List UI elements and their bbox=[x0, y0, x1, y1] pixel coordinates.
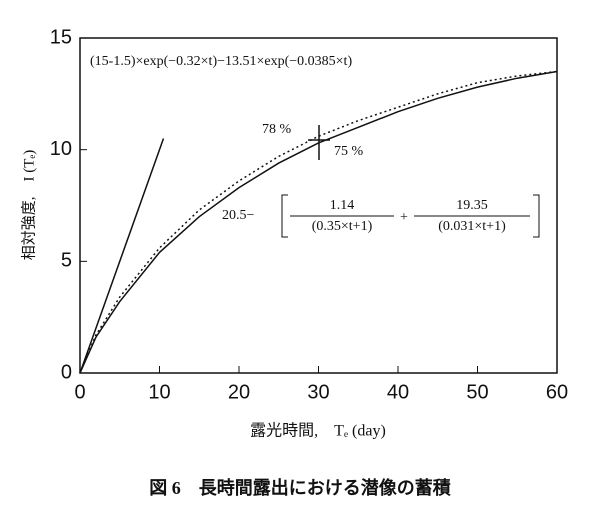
line-series bbox=[79, 70, 558, 374]
x-tick-label: 10 bbox=[148, 381, 170, 403]
bracket bbox=[281, 194, 540, 238]
formula-1: (15-1.5)×exp(−0.32×t)−13.51×exp(−0.0385×… bbox=[90, 54, 352, 69]
y-axis-label: 相対強度, I (Tₑ) bbox=[20, 150, 37, 261]
denominator: (0.031×t+1) bbox=[438, 219, 506, 234]
formula-2: 20.5− bbox=[222, 208, 255, 223]
y-tick-label: 5 bbox=[61, 250, 72, 272]
line-series bbox=[79, 138, 165, 374]
label-75: 75 % bbox=[334, 144, 364, 159]
x-tick-label: 30 bbox=[307, 381, 329, 403]
x-tick-label: 20 bbox=[228, 381, 250, 403]
line-series bbox=[79, 70, 558, 374]
x-tick-label: 60 bbox=[546, 381, 568, 403]
y-tick-label: 0 bbox=[61, 361, 72, 383]
y-tick-label: 10 bbox=[50, 138, 72, 160]
x-tick-label: 50 bbox=[466, 381, 488, 403]
plus: + bbox=[400, 210, 408, 225]
y-tick-label: 15 bbox=[50, 26, 72, 48]
x-axis-label: 露光時間, Tₑ (day) bbox=[250, 422, 386, 440]
denominator: (0.35×t+1) bbox=[312, 219, 373, 234]
numerator: 1.14 bbox=[330, 198, 355, 213]
numerator: 19.35 bbox=[456, 198, 488, 213]
x-tick-label: 40 bbox=[387, 381, 409, 403]
x-tick-label: 0 bbox=[74, 381, 85, 403]
caption: 図 6 長時間露出における潜像の蓄積 bbox=[149, 477, 451, 498]
label-78: 78 % bbox=[262, 122, 292, 137]
